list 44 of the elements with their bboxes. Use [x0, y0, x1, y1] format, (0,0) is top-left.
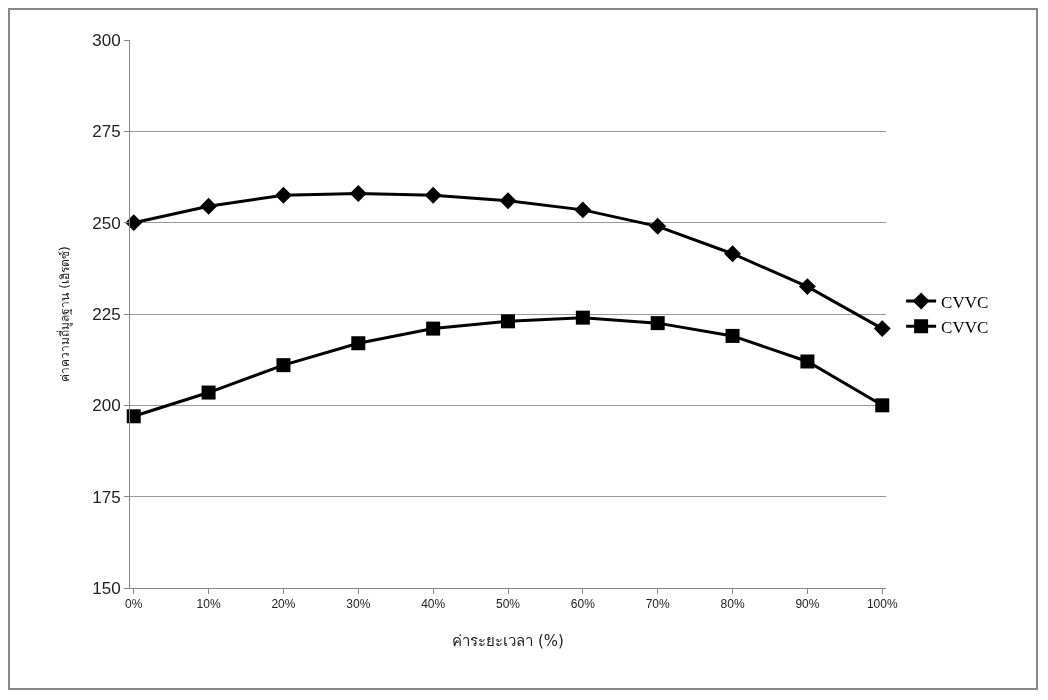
point	[201, 385, 216, 400]
y-axis-title: ค่าความถี่มูลฐาน (เฮิรตซ์)	[55, 246, 73, 382]
x-tick-label: 30%	[346, 597, 371, 612]
y-tick-label: 150	[92, 578, 121, 598]
point	[276, 358, 291, 373]
point	[650, 316, 665, 331]
point	[574, 201, 592, 219]
x-tick-label: 60%	[570, 597, 596, 612]
point	[349, 184, 367, 202]
x-tick-label: 20%	[271, 597, 296, 612]
point	[800, 354, 815, 369]
y-tick-label: 275	[92, 122, 121, 142]
point	[501, 314, 515, 329]
point	[873, 320, 891, 338]
x-tick-label: 90%	[795, 597, 820, 612]
point	[426, 321, 441, 336]
x-tick-label: 0%	[125, 597, 143, 612]
point	[351, 336, 366, 351]
y-tick-label: 175	[92, 487, 121, 507]
point	[575, 310, 590, 325]
y-tick-label: 200	[92, 396, 121, 416]
x-tick-label: 70%	[645, 597, 671, 612]
point	[200, 197, 218, 215]
point	[875, 398, 890, 413]
point	[424, 186, 442, 204]
legend-label: CVVC	[941, 317, 989, 337]
point	[125, 214, 143, 232]
point	[798, 278, 816, 296]
point	[649, 217, 667, 235]
point	[725, 328, 740, 343]
x-tick-label: 50%	[495, 597, 521, 612]
y-tick-label: 250	[92, 213, 121, 233]
x-axis-title: ค่าระยะเวลา (%)	[452, 632, 564, 651]
y-tick-label: 225	[92, 304, 121, 324]
x-tick-label: 40%	[421, 597, 446, 612]
point	[126, 409, 141, 424]
point	[275, 186, 292, 204]
x-tick-label: 80%	[720, 597, 745, 612]
x-tick-label: 10%	[196, 597, 221, 612]
point	[499, 192, 517, 210]
y-tick-label: 300	[92, 30, 121, 50]
x-tick-label: 100%	[866, 597, 898, 612]
legend-label: CVVC	[941, 292, 989, 312]
point	[724, 245, 741, 263]
